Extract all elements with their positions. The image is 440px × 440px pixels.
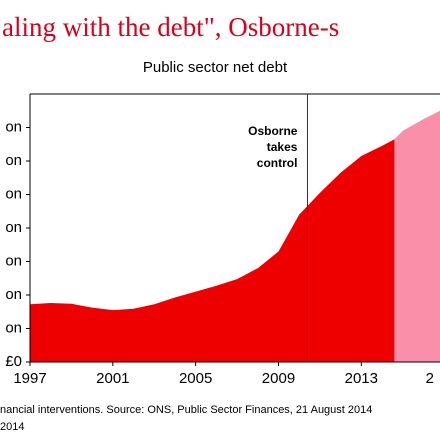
y-tick-label: on [5, 185, 22, 202]
x-tick-label: 2001 [96, 370, 129, 387]
y-tick-label: on [5, 118, 22, 135]
y-tick-label: on [5, 286, 22, 303]
chart-subtitle: Public sector net debt [143, 59, 288, 76]
x-tick-label: 2013 [345, 370, 378, 387]
annotation: control [257, 156, 298, 170]
x-tick-label: 2 [426, 370, 434, 387]
footnote: nancial interventions. Source: ONS, Publ… [0, 404, 372, 416]
annotation: takes [267, 140, 298, 154]
y-tick-label: on [5, 252, 22, 269]
area [30, 139, 395, 362]
y-tick-label: on [5, 152, 22, 169]
x-tick-label: 1997 [13, 370, 46, 387]
y-tick-label: on [5, 319, 22, 336]
footnote: 2014 [0, 421, 24, 433]
chart-title: aling with the debt", Osborne-s [2, 12, 339, 42]
y-tick-label: on [5, 219, 22, 236]
annotation: Osborne [248, 124, 298, 138]
area [394, 110, 440, 362]
y-tick-label: £0 [5, 353, 22, 370]
x-tick-label: 2005 [179, 370, 212, 387]
x-tick-label: 2009 [262, 370, 295, 387]
